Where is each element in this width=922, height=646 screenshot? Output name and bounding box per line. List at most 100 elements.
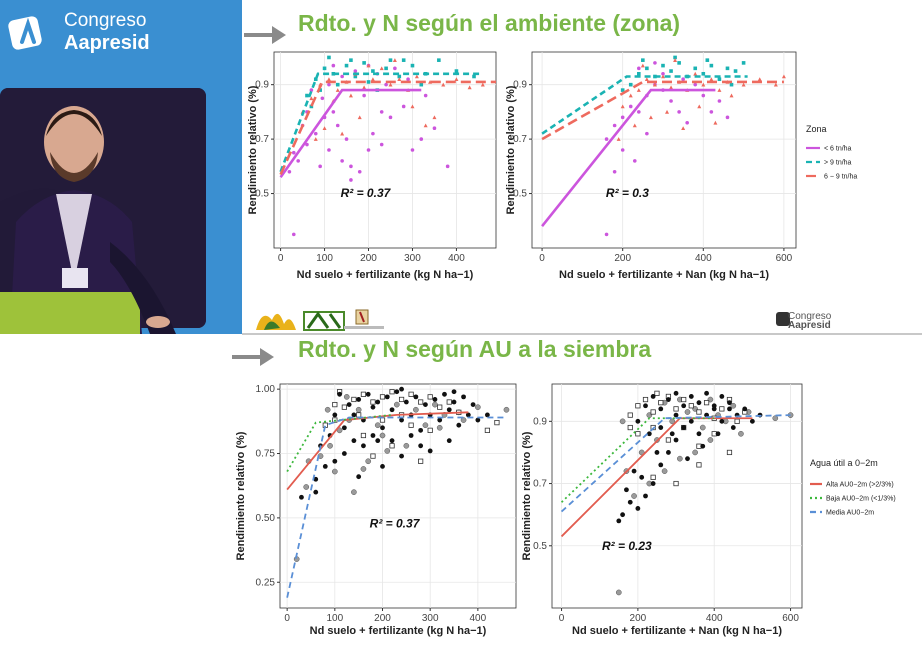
data-point	[379, 394, 386, 400]
data-point	[673, 58, 678, 62]
data-point	[472, 74, 476, 79]
legend-label: Alta AU0−2m (>2/3%)	[826, 482, 894, 489]
x-tick-label: 600	[776, 253, 793, 264]
data-point	[717, 99, 722, 103]
data-point	[309, 96, 314, 101]
x-tick-label: 0	[539, 253, 545, 264]
data-point	[356, 474, 362, 480]
data-point	[661, 63, 665, 68]
data-point	[644, 77, 649, 82]
data-point	[353, 69, 358, 73]
data-point	[371, 69, 375, 73]
data-point	[646, 431, 652, 437]
data-point	[484, 412, 490, 418]
data-point	[370, 399, 376, 405]
data-point	[351, 412, 357, 418]
data-point	[309, 104, 314, 109]
data-point	[351, 489, 357, 495]
y-tick-label: 1.00	[256, 384, 276, 395]
data-point	[654, 450, 660, 455]
data-point	[638, 449, 645, 456]
data-point	[437, 58, 441, 62]
data-point	[408, 422, 414, 428]
data-point	[332, 401, 338, 408]
y-tick-label: 0.75	[256, 449, 276, 460]
data-point	[685, 456, 690, 462]
data-point	[645, 66, 649, 71]
data-point	[384, 82, 388, 87]
data-point	[604, 137, 609, 141]
chart-au-nd: 0 100 200 300 400 0.25 0.50 0.75 1.00 Nd suelo + …	[235, 383, 517, 637]
data-point	[666, 397, 671, 402]
data-point	[423, 123, 428, 128]
data-point	[709, 77, 714, 82]
x-tick-label: 300	[422, 613, 439, 624]
x-tick-label: 200	[614, 253, 631, 264]
data-point	[413, 406, 419, 413]
data-point	[470, 402, 476, 407]
data-point	[635, 506, 641, 511]
aapresid-logo-icon	[8, 16, 42, 50]
data-point	[399, 386, 404, 392]
data-point	[394, 389, 400, 395]
data-point	[688, 418, 694, 424]
data-point	[392, 58, 397, 62]
data-point	[454, 77, 459, 82]
data-point	[305, 142, 309, 147]
data-point	[681, 77, 685, 82]
data-point	[418, 443, 424, 449]
brand-name-line2: Aapresid	[64, 32, 150, 54]
regression-line	[560, 417, 715, 503]
x-tick-label: 400	[470, 613, 487, 624]
data-point	[299, 494, 304, 500]
data-point	[446, 438, 452, 444]
data-point	[727, 400, 732, 406]
data-point	[641, 58, 645, 62]
data-point	[639, 474, 645, 480]
data-point	[637, 71, 641, 76]
data-point	[727, 406, 732, 412]
data-point	[693, 66, 698, 71]
data-point	[445, 164, 450, 169]
data-point	[650, 481, 656, 486]
data-point	[650, 474, 656, 480]
brand-name-line1: Congreso	[64, 10, 147, 31]
data-point	[379, 417, 386, 423]
data-point	[324, 406, 331, 413]
data-point	[673, 55, 677, 60]
data-point	[341, 451, 347, 456]
data-point	[688, 403, 694, 409]
chart-zona-nd: 0 100 200 300 400 0.5 0.7 0.9 Nd suelo + fertili…	[247, 51, 497, 281]
data-point	[410, 104, 415, 109]
data-point	[717, 77, 722, 82]
data-point	[432, 401, 438, 408]
data-point	[349, 178, 353, 182]
data-point	[661, 71, 665, 76]
data-point	[715, 431, 721, 437]
data-point	[650, 409, 656, 415]
x-axis-title: Nd suelo + fertilizante (kg N ha−1)	[310, 625, 487, 637]
data-point	[773, 82, 778, 87]
data-point	[309, 88, 314, 92]
data-point	[684, 409, 691, 415]
data-point	[709, 63, 714, 68]
data-point	[640, 63, 645, 68]
chart-au-ndnan: 0 200 400 600 0.5 0.7 0.9 Nd suelo + fertilizan…	[521, 383, 803, 637]
regression-line	[286, 416, 507, 598]
x-tick-label: 400	[448, 253, 465, 264]
data-point	[648, 115, 653, 120]
data-point	[635, 403, 641, 409]
footer-brand-line2: Aapresid	[788, 320, 831, 331]
regression-line	[541, 75, 748, 135]
legend-label: Media AU0−2m	[826, 510, 874, 517]
data-point	[461, 394, 466, 400]
data-point	[669, 85, 674, 90]
data-point	[388, 58, 393, 62]
data-point	[322, 126, 327, 131]
data-point	[331, 110, 336, 114]
data-point	[677, 455, 683, 462]
data-point	[380, 463, 385, 469]
data-point	[408, 391, 414, 397]
data-point	[399, 417, 404, 423]
data-point	[371, 131, 375, 136]
